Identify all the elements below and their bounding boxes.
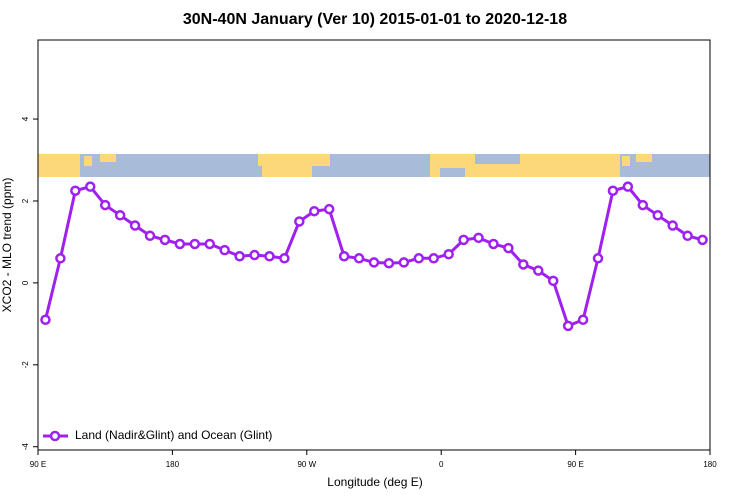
point (294, 216, 305, 227)
point (264, 251, 275, 262)
x-tick-label: 180 (166, 460, 180, 469)
point (503, 242, 514, 254)
point (353, 253, 365, 264)
point (697, 234, 708, 246)
point (488, 238, 499, 250)
point (682, 230, 693, 242)
point (428, 253, 439, 264)
point (234, 251, 245, 262)
point (533, 265, 544, 276)
x-tick-label: 0 (439, 460, 444, 469)
plot-frame (37, 39, 711, 451)
point (85, 181, 96, 192)
point (114, 210, 126, 221)
legend-label: Land (Nadir&Glint) and Ocean (Glint) (75, 428, 272, 442)
point (129, 220, 141, 231)
point (55, 253, 66, 264)
point (577, 314, 589, 326)
point (667, 220, 678, 231)
point (323, 203, 335, 215)
legend-marker (49, 430, 61, 442)
point (413, 253, 425, 264)
x-axis-label: Longitude (deg E) (327, 475, 422, 489)
point (518, 259, 529, 270)
x-tick-label: 90 E (567, 460, 583, 469)
point (249, 249, 260, 261)
point (592, 253, 604, 264)
point (398, 257, 410, 268)
land-mask (38, 154, 710, 177)
y-axis-label: XCO2 - MLO trend (ppm) (0, 178, 14, 313)
chart-title: 30N-40N January (Ver 10) 2015-01-01 to 2… (183, 11, 567, 28)
point (637, 199, 649, 211)
y-tick-label: 2 (21, 198, 30, 203)
point (652, 210, 663, 221)
point (70, 185, 81, 196)
point (189, 238, 201, 250)
point (383, 257, 395, 269)
y-tick-label: 0 (21, 280, 30, 285)
y-tick-label: -4 (21, 443, 30, 451)
series-line (44, 184, 703, 328)
point (144, 230, 156, 242)
point (547, 275, 559, 287)
point (338, 251, 350, 262)
point (309, 205, 320, 217)
point (279, 253, 290, 264)
x-tick-label: 90 E (30, 460, 46, 469)
x-tick-label: 90 W (297, 460, 316, 469)
point (622, 181, 634, 192)
point (174, 238, 186, 250)
y-tick-label: 4 (21, 116, 30, 121)
point (219, 244, 230, 256)
point (607, 185, 619, 196)
point (159, 234, 171, 246)
point (473, 232, 484, 244)
x-tick-label: 180 (703, 460, 717, 469)
y-tick-label: -2 (21, 361, 30, 369)
point (368, 257, 380, 268)
point (204, 238, 215, 250)
point (562, 320, 574, 332)
point (443, 248, 454, 260)
point (40, 314, 51, 326)
point (458, 234, 469, 246)
point (99, 199, 111, 211)
